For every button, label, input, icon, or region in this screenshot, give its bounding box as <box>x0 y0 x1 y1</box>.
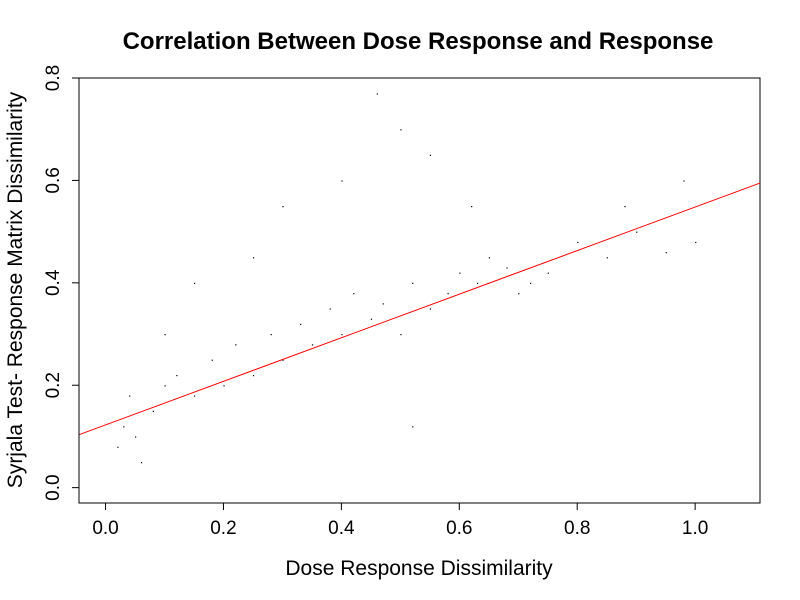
data-point <box>412 282 414 285</box>
data-point <box>412 426 414 428</box>
data-point <box>400 334 402 336</box>
data-point <box>341 334 343 336</box>
x-axis-label: Dose Response Dissimilarity <box>285 557 553 580</box>
data-point <box>123 426 125 428</box>
data-point <box>176 374 178 377</box>
data-point <box>140 462 143 464</box>
data-point <box>518 293 520 295</box>
data-point <box>164 385 166 387</box>
data-point <box>476 282 479 285</box>
data-point <box>400 129 402 131</box>
y-axis: 0.0 0.2 0.4 0.6 0.8 <box>43 65 80 501</box>
data-point <box>211 359 213 361</box>
data-point <box>341 180 343 182</box>
points-layer <box>117 93 697 464</box>
x-tick-label: 0.6 <box>446 518 472 539</box>
data-point <box>471 206 473 208</box>
data-point <box>376 93 378 95</box>
data-point <box>353 293 355 295</box>
y-tick-label: 0.6 <box>43 167 64 193</box>
data-point <box>282 359 284 361</box>
y-tick-label: 0.4 <box>43 269 64 296</box>
data-point <box>636 231 638 233</box>
data-point <box>117 446 119 448</box>
x-axis: 0.0 0.2 0.4 0.6 0.8 1.0 <box>92 502 708 539</box>
regression-layer <box>78 182 761 436</box>
y-axis-label: Syrjala Test- Response Matrix Dissimilar… <box>4 91 27 488</box>
data-point <box>488 257 490 259</box>
data-point <box>459 272 461 274</box>
data-point <box>429 308 432 310</box>
data-point <box>300 323 302 325</box>
y-tick-label: 0.8 <box>43 65 64 91</box>
data-point <box>193 282 196 285</box>
plot-frame <box>78 77 761 504</box>
data-point <box>447 293 449 295</box>
data-point <box>223 385 225 387</box>
data-point <box>135 436 137 438</box>
y-tick-label: 0.2 <box>43 372 64 398</box>
data-point <box>382 303 384 305</box>
data-point <box>606 257 608 259</box>
regression-line <box>78 182 761 436</box>
x-tick-label: 0.8 <box>564 518 590 539</box>
data-point <box>506 267 508 269</box>
data-point <box>252 257 255 259</box>
data-point <box>152 410 154 413</box>
x-tick-label: 0.4 <box>328 518 355 539</box>
data-point <box>270 334 272 336</box>
data-point <box>429 154 432 157</box>
y-tick-label: 0.0 <box>43 474 64 500</box>
data-point <box>577 241 579 244</box>
x-tick-label: 0.0 <box>92 518 118 539</box>
data-point <box>252 374 255 377</box>
data-point <box>695 241 697 244</box>
data-point <box>311 344 314 346</box>
data-point <box>329 308 331 310</box>
data-point <box>193 395 196 397</box>
data-point <box>547 272 549 274</box>
data-point <box>129 395 131 397</box>
x-tick-label: 0.2 <box>210 518 236 539</box>
data-point <box>282 206 284 208</box>
data-point <box>370 318 373 320</box>
x-tick-label: 1.0 <box>682 518 708 539</box>
data-point <box>624 206 626 208</box>
data-point <box>164 334 166 336</box>
data-point <box>683 180 685 182</box>
data-point <box>665 252 667 254</box>
chart-title: Correlation Between Dose Response and Re… <box>123 28 714 55</box>
data-point <box>235 344 237 346</box>
data-point <box>530 282 532 285</box>
